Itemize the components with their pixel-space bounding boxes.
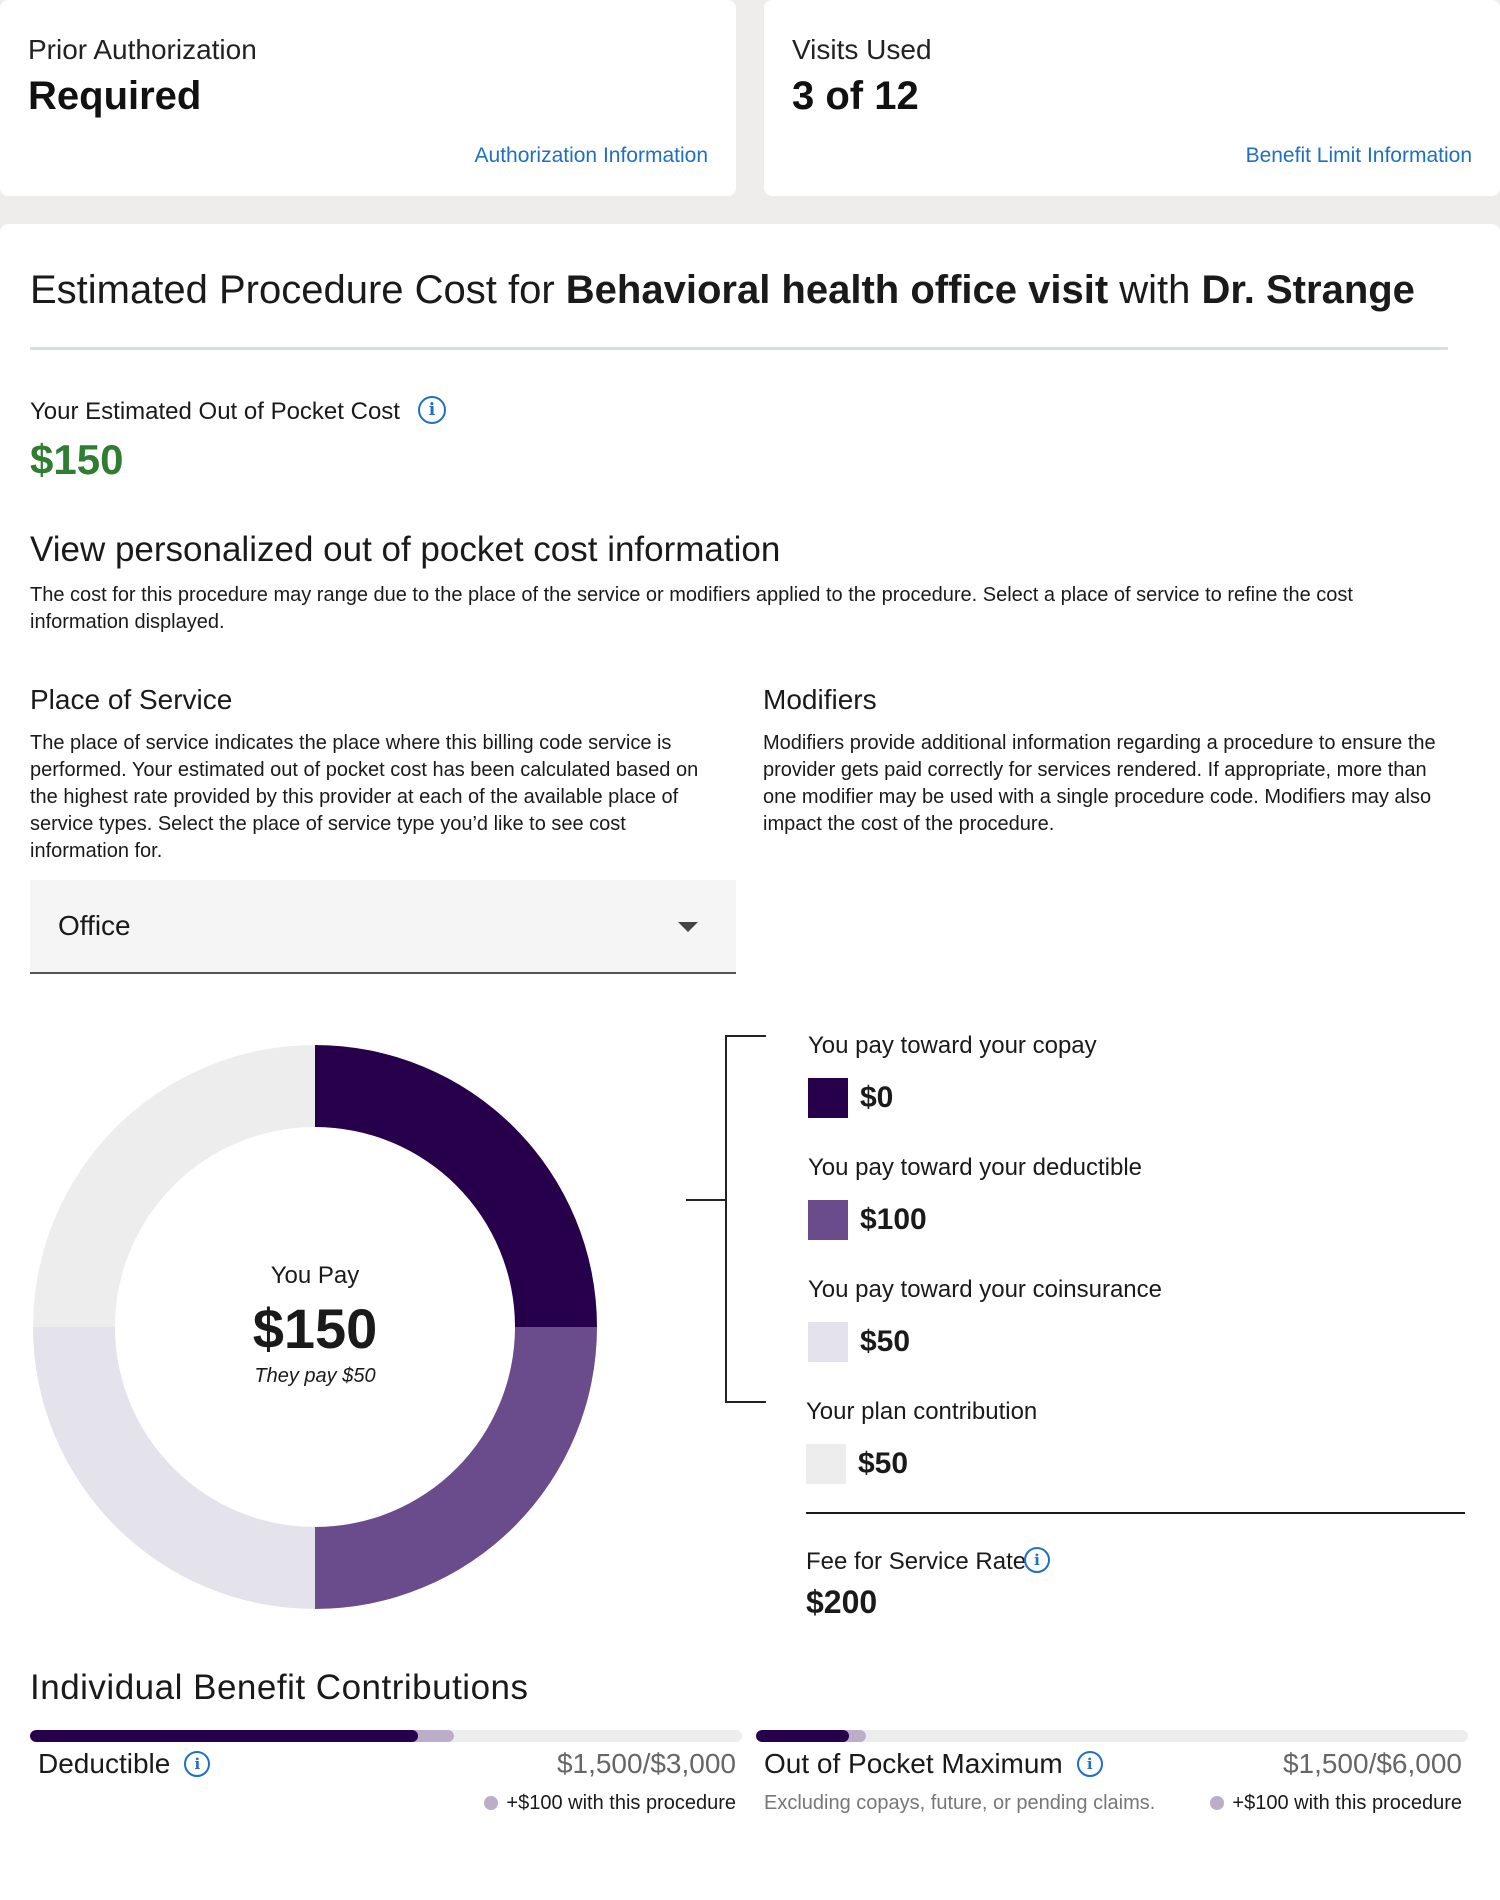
place-of-service-selected-value: Office — [58, 910, 131, 941]
legend-copay: You pay toward your copay $0 — [808, 1032, 1097, 1118]
benefit-limit-information-link[interactable]: Benefit Limit Information — [1245, 144, 1472, 167]
modifiers-heading: Modifiers — [763, 684, 877, 715]
deductible-met-fill — [30, 1730, 419, 1742]
oop-max-amount: $1,500/$6,000 — [1282, 1748, 1462, 1779]
title-divider — [30, 347, 1448, 350]
caret-down-icon — [678, 922, 698, 932]
prior-authorization-card: Prior Authorization Required Authorizati… — [0, 0, 736, 196]
deductible-procedure-note-text: +$100 with this procedure — [506, 1792, 736, 1814]
info-icon[interactable]: i — [418, 396, 446, 424]
legend-divider — [806, 1512, 1465, 1514]
legend-coinsurance-value: $50 — [860, 1325, 911, 1358]
prior-authorization-value: Required — [28, 74, 202, 118]
place-of-service-description: The place of service indicates the place… — [30, 732, 699, 862]
info-icon[interactable]: i — [1024, 1547, 1050, 1573]
legend-copay-label: You pay toward your copay — [808, 1032, 1097, 1059]
legend-coinsurance: You pay toward your coinsurance $50 — [808, 1276, 1162, 1362]
legend-copay-value: $0 — [860, 1081, 894, 1114]
legend-coinsurance-label: You pay toward your coinsurance — [808, 1276, 1162, 1303]
procedure-cost-title: Estimated Procedure Cost for Behavioral … — [30, 268, 1415, 313]
oop-max-procedure-note: +$100 with this procedure — [1210, 1792, 1462, 1815]
deductible-procedure-note: +$100 with this procedure — [484, 1792, 736, 1815]
oop-max-title-row: Out of Pocket Maximum i — [764, 1748, 1103, 1780]
legend-deductible: You pay toward your deductible $100 — [808, 1154, 1142, 1240]
oop-max-met-fill — [756, 1730, 849, 1742]
donut-segment-plan — [33, 1045, 315, 1327]
deductible-progress-bar — [30, 1730, 742, 1742]
out-of-pocket-value: $150 — [30, 436, 124, 483]
modifiers-description: Modifiers provide additional information… — [763, 732, 1436, 835]
deductible-title: Deductible — [38, 1748, 171, 1779]
you-pay-label: You Pay — [270, 1262, 360, 1289]
legend-plan-value: $50 — [858, 1447, 909, 1480]
out-of-pocket-label: Your Estimated Out of Pocket Cost — [30, 398, 400, 425]
visits-used-value: 3 of 12 — [792, 74, 919, 118]
legend-deductible-label: You pay toward your deductible — [808, 1154, 1143, 1181]
oop-max-progress-bar — [756, 1730, 1468, 1742]
donut-segment-deductible — [315, 1327, 597, 1609]
legend-plan-label: Your plan contribution — [806, 1398, 1038, 1425]
title-middle: with — [1108, 268, 1202, 312]
you-pay-value: $150 — [252, 1297, 378, 1360]
fee-for-service-value: $200 — [806, 1584, 878, 1620]
legend-deductible-value: $100 — [860, 1203, 927, 1236]
procedure-dot-icon — [1210, 1796, 1225, 1810]
prior-authorization-label: Prior Authorization — [28, 34, 257, 65]
legend-coinsurance-swatch — [808, 1322, 848, 1362]
provider-name: Dr. Strange — [1201, 268, 1415, 312]
oop-max-subnote: Excluding copays, future, or pending cla… — [764, 1792, 1156, 1814]
cost-donut-chart — [33, 1045, 597, 1609]
visits-used-card: Visits Used 3 of 12 Benefit Limit Inform… — [764, 0, 1500, 196]
personalized-cost-heading: View personalized out of pocket cost inf… — [30, 530, 781, 569]
you-pay-bracket — [686, 1035, 766, 1403]
procedure-name: Behavioral health office visit — [565, 268, 1109, 312]
place-of-service-select[interactable]: Office — [30, 880, 736, 974]
deductible-amount: $1,500/$3,000 — [556, 1748, 736, 1779]
fee-for-service-label: Fee for Service Rate — [806, 1548, 1027, 1575]
procedure-cost-card: Estimated Procedure Cost for Behavioral … — [0, 224, 1500, 1900]
donut-segment-copay — [315, 1045, 597, 1327]
legend-deductible-swatch — [808, 1200, 848, 1240]
they-pay-text: They pay $50 — [254, 1365, 376, 1387]
procedure-dot-icon — [484, 1796, 499, 1810]
info-icon[interactable]: i — [184, 1751, 211, 1777]
authorization-information-link[interactable]: Authorization Information — [474, 144, 708, 167]
legend-copay-swatch — [808, 1078, 848, 1118]
oop-max-title: Out of Pocket Maximum — [764, 1748, 1063, 1779]
donut-segment-coinsurance — [33, 1327, 315, 1609]
benefit-contributions-heading: Individual Benefit Contributions — [30, 1668, 529, 1707]
oop-max-procedure-note-text: +$100 with this procedure — [1232, 1792, 1462, 1814]
title-prefix: Estimated Procedure Cost for — [30, 268, 566, 312]
donut-center: You Pay $150 They pay $50 — [30, 1262, 600, 1388]
personalized-cost-description: The cost for this procedure may range du… — [30, 584, 1353, 633]
legend-plan-swatch — [806, 1444, 846, 1484]
info-icon[interactable]: i — [1076, 1751, 1103, 1777]
legend-plan: Your plan contribution $50 — [806, 1398, 1037, 1484]
place-of-service-heading: Place of Service — [30, 684, 233, 715]
deductible-title-row: Deductible i — [38, 1748, 211, 1780]
visits-used-label: Visits Used — [792, 34, 932, 65]
